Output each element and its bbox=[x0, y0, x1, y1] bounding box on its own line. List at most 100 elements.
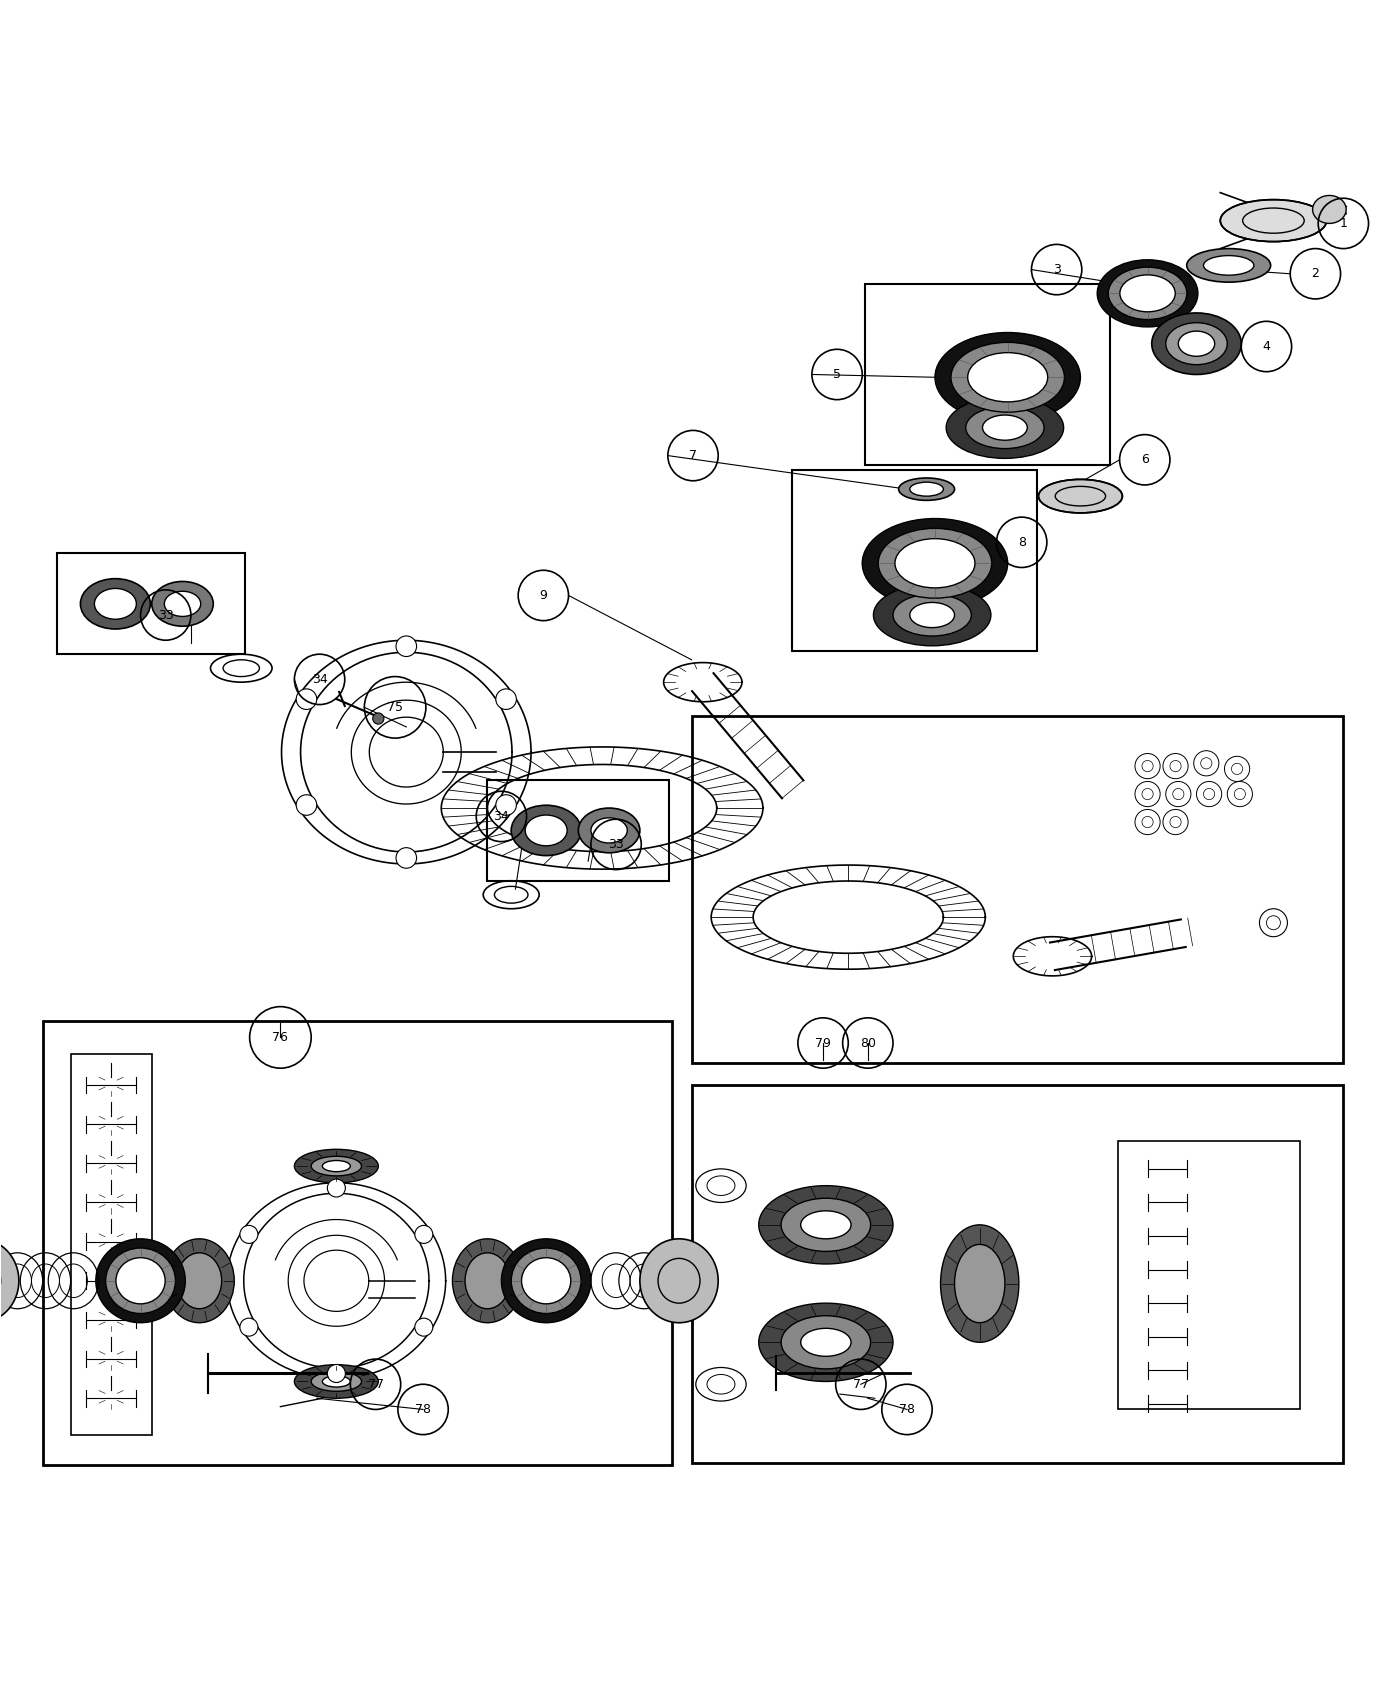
Ellipse shape bbox=[105, 1248, 175, 1314]
Ellipse shape bbox=[0, 1239, 18, 1323]
Bar bbox=[1119, 1141, 1301, 1409]
Text: 34: 34 bbox=[494, 809, 510, 823]
Ellipse shape bbox=[322, 1161, 350, 1171]
Text: 75: 75 bbox=[388, 700, 403, 714]
Ellipse shape bbox=[94, 588, 136, 619]
Circle shape bbox=[396, 636, 417, 656]
Ellipse shape bbox=[322, 1375, 350, 1387]
Circle shape bbox=[297, 688, 316, 709]
Ellipse shape bbox=[465, 1253, 510, 1309]
Ellipse shape bbox=[1204, 255, 1254, 275]
Ellipse shape bbox=[955, 1244, 1005, 1323]
Ellipse shape bbox=[1166, 323, 1228, 366]
Ellipse shape bbox=[311, 1156, 361, 1176]
Ellipse shape bbox=[910, 483, 944, 496]
Text: 4: 4 bbox=[1263, 340, 1270, 354]
Ellipse shape bbox=[1152, 313, 1242, 374]
Text: 78: 78 bbox=[899, 1402, 916, 1416]
Ellipse shape bbox=[1221, 199, 1327, 241]
Ellipse shape bbox=[1109, 267, 1187, 320]
Ellipse shape bbox=[294, 1365, 378, 1399]
Ellipse shape bbox=[801, 1210, 851, 1239]
Ellipse shape bbox=[874, 585, 991, 646]
Ellipse shape bbox=[983, 415, 1028, 440]
Text: 33: 33 bbox=[608, 838, 624, 852]
Circle shape bbox=[328, 1180, 346, 1197]
Bar bbox=[792, 469, 1037, 651]
Bar bbox=[692, 716, 1344, 1062]
Text: 33: 33 bbox=[158, 609, 174, 622]
Circle shape bbox=[414, 1318, 433, 1336]
Ellipse shape bbox=[801, 1328, 851, 1357]
Ellipse shape bbox=[781, 1316, 871, 1368]
Bar bbox=[70, 1054, 151, 1435]
Ellipse shape bbox=[578, 808, 640, 853]
Text: 8: 8 bbox=[1018, 536, 1026, 549]
Ellipse shape bbox=[1313, 196, 1347, 223]
Text: 77: 77 bbox=[853, 1377, 869, 1391]
Bar bbox=[692, 1085, 1344, 1462]
Text: 76: 76 bbox=[273, 1030, 288, 1044]
Ellipse shape bbox=[899, 478, 955, 500]
Ellipse shape bbox=[946, 396, 1064, 459]
Ellipse shape bbox=[1179, 332, 1215, 357]
Text: 7: 7 bbox=[689, 449, 697, 462]
Ellipse shape bbox=[966, 406, 1044, 449]
Ellipse shape bbox=[941, 1224, 1019, 1343]
Text: 1: 1 bbox=[1340, 218, 1347, 230]
Ellipse shape bbox=[95, 1239, 185, 1323]
Ellipse shape bbox=[759, 1185, 893, 1265]
Ellipse shape bbox=[1039, 479, 1123, 513]
Bar bbox=[487, 780, 669, 881]
Text: 3: 3 bbox=[1053, 264, 1061, 275]
Circle shape bbox=[297, 794, 316, 816]
Ellipse shape bbox=[511, 1248, 581, 1314]
Bar bbox=[56, 554, 245, 654]
Ellipse shape bbox=[640, 1239, 718, 1323]
Circle shape bbox=[496, 794, 517, 816]
Ellipse shape bbox=[910, 602, 955, 627]
Ellipse shape bbox=[967, 352, 1047, 401]
Ellipse shape bbox=[522, 1258, 571, 1304]
Ellipse shape bbox=[511, 806, 581, 855]
Ellipse shape bbox=[951, 342, 1064, 411]
Ellipse shape bbox=[452, 1239, 522, 1323]
Text: 2: 2 bbox=[1312, 267, 1319, 280]
Ellipse shape bbox=[591, 818, 627, 843]
Text: 5: 5 bbox=[833, 367, 841, 381]
Ellipse shape bbox=[878, 529, 991, 598]
Bar bbox=[865, 284, 1110, 466]
Ellipse shape bbox=[759, 1304, 893, 1382]
Ellipse shape bbox=[525, 814, 567, 847]
Circle shape bbox=[328, 1365, 346, 1382]
Ellipse shape bbox=[311, 1372, 361, 1391]
Text: 6: 6 bbox=[1141, 454, 1148, 466]
Ellipse shape bbox=[501, 1239, 591, 1323]
Circle shape bbox=[396, 848, 417, 869]
Ellipse shape bbox=[1098, 260, 1198, 326]
Ellipse shape bbox=[176, 1253, 221, 1309]
Text: 79: 79 bbox=[815, 1037, 832, 1049]
Ellipse shape bbox=[151, 581, 213, 626]
Ellipse shape bbox=[372, 712, 384, 724]
Ellipse shape bbox=[895, 539, 974, 588]
Ellipse shape bbox=[80, 578, 150, 629]
Circle shape bbox=[414, 1226, 433, 1243]
Ellipse shape bbox=[294, 1149, 378, 1183]
Ellipse shape bbox=[164, 1239, 234, 1323]
Ellipse shape bbox=[862, 518, 1008, 609]
Ellipse shape bbox=[164, 592, 200, 617]
Ellipse shape bbox=[935, 333, 1081, 422]
Ellipse shape bbox=[781, 1198, 871, 1251]
Circle shape bbox=[239, 1226, 258, 1243]
Text: 9: 9 bbox=[539, 588, 547, 602]
Bar bbox=[42, 1020, 672, 1465]
Ellipse shape bbox=[1187, 248, 1271, 282]
Circle shape bbox=[239, 1318, 258, 1336]
Circle shape bbox=[496, 688, 517, 709]
Ellipse shape bbox=[116, 1258, 165, 1304]
Text: 80: 80 bbox=[860, 1037, 876, 1049]
Text: 77: 77 bbox=[368, 1377, 384, 1391]
Ellipse shape bbox=[893, 593, 972, 636]
Ellipse shape bbox=[1120, 275, 1175, 311]
